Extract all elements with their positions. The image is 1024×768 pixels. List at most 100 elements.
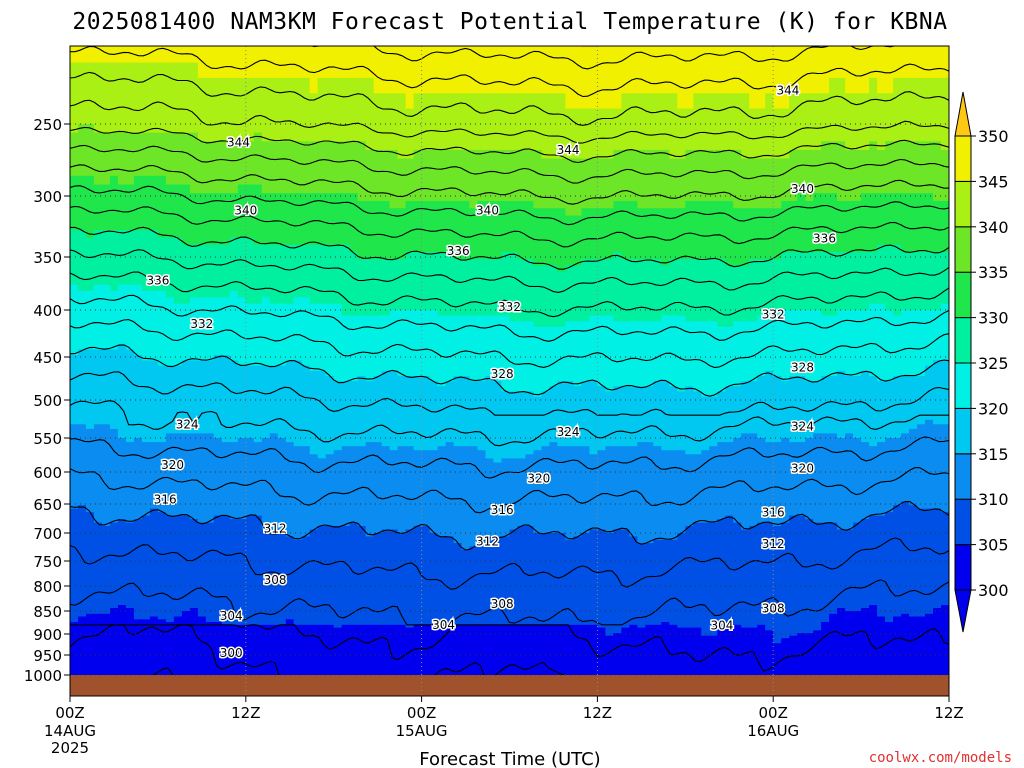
field-cell bbox=[237, 546, 247, 551]
field-cell bbox=[102, 424, 111, 430]
field-cell bbox=[197, 549, 207, 554]
field-cell bbox=[285, 375, 295, 382]
field-cell bbox=[86, 62, 95, 79]
field-cell bbox=[237, 543, 247, 548]
field-cell bbox=[245, 244, 255, 253]
field-cell bbox=[165, 640, 175, 644]
field-cell bbox=[341, 590, 351, 594]
field-cell bbox=[70, 360, 79, 367]
field-cell bbox=[253, 650, 263, 654]
field-cell bbox=[125, 660, 135, 664]
field-cell bbox=[245, 381, 255, 387]
field-cell bbox=[261, 381, 271, 387]
field-cell bbox=[349, 529, 359, 534]
field-cell bbox=[110, 396, 119, 403]
field-cell bbox=[301, 622, 311, 626]
field-cell bbox=[229, 508, 239, 513]
field-cell bbox=[133, 108, 143, 125]
field-cell bbox=[285, 605, 295, 609]
field-cell bbox=[261, 578, 271, 582]
field-cell bbox=[277, 508, 287, 513]
field-cell bbox=[277, 638, 287, 642]
field-cell bbox=[213, 501, 223, 506]
field-cell bbox=[110, 244, 119, 253]
field-cell bbox=[205, 355, 215, 361]
field-cell bbox=[269, 572, 279, 576]
field-cell bbox=[78, 265, 87, 273]
field-cell bbox=[293, 587, 303, 591]
field-cell bbox=[173, 419, 183, 425]
field-cell bbox=[293, 624, 303, 629]
field-cell bbox=[253, 486, 263, 491]
field-cell bbox=[157, 47, 167, 64]
field-cell bbox=[309, 575, 319, 579]
field-cell bbox=[125, 508, 135, 513]
field-cell bbox=[78, 663, 87, 666]
field-cell bbox=[301, 252, 311, 260]
field-cell bbox=[197, 391, 207, 398]
field-cell bbox=[125, 458, 135, 464]
field-cell bbox=[78, 559, 87, 564]
field-cell bbox=[117, 553, 127, 558]
field-cell bbox=[229, 132, 239, 142]
field-cell bbox=[277, 563, 287, 567]
field-cell bbox=[117, 593, 127, 597]
field-cell bbox=[70, 599, 79, 603]
field-cell bbox=[110, 193, 119, 202]
field-cell bbox=[110, 645, 119, 649]
field-cell bbox=[277, 47, 287, 64]
field-cell bbox=[261, 338, 271, 345]
field-cell bbox=[133, 572, 143, 576]
field-cell bbox=[78, 175, 87, 185]
field-cell bbox=[301, 93, 311, 110]
field-cell bbox=[349, 581, 359, 585]
field-cell bbox=[70, 581, 79, 585]
field-cell bbox=[285, 391, 295, 398]
field-cell bbox=[269, 271, 279, 279]
field-cell bbox=[301, 635, 311, 639]
field-cell bbox=[333, 175, 343, 185]
field-cell bbox=[285, 386, 295, 392]
field-cell bbox=[213, 602, 223, 606]
field-cell bbox=[189, 415, 199, 421]
field-cell bbox=[86, 529, 95, 534]
field-cell bbox=[349, 474, 359, 479]
field-cell bbox=[285, 200, 295, 209]
field-cell bbox=[102, 406, 111, 412]
field-cell bbox=[94, 575, 103, 579]
field-cell bbox=[301, 401, 311, 407]
field-cell bbox=[325, 672, 335, 676]
field-cell bbox=[221, 77, 231, 94]
field-cell bbox=[205, 458, 215, 464]
field-cell bbox=[309, 643, 319, 647]
field-cell bbox=[325, 396, 335, 403]
field-cell bbox=[102, 608, 111, 612]
field-cell bbox=[221, 596, 231, 600]
field-cell bbox=[157, 663, 167, 666]
field-cell bbox=[221, 522, 231, 527]
field-cell bbox=[333, 77, 343, 94]
field-cell bbox=[102, 141, 111, 151]
field-cell bbox=[78, 602, 87, 606]
field-cell bbox=[341, 265, 351, 273]
field-cell bbox=[341, 391, 351, 398]
field-cell bbox=[70, 563, 79, 567]
field-cell bbox=[149, 360, 159, 367]
field-cell bbox=[157, 349, 167, 356]
field-cell bbox=[237, 375, 247, 382]
field-cell bbox=[197, 93, 207, 110]
field-cell bbox=[78, 47, 87, 64]
field-cell bbox=[261, 315, 271, 322]
field-cell bbox=[221, 660, 231, 664]
field-cell bbox=[333, 46, 343, 48]
field-cell bbox=[245, 635, 255, 639]
field-cell bbox=[229, 640, 239, 644]
field-cell bbox=[341, 640, 351, 644]
field-cell bbox=[165, 406, 175, 412]
field-cell bbox=[173, 590, 183, 594]
field-cell bbox=[253, 478, 263, 483]
field-cell bbox=[149, 501, 159, 506]
field-cell bbox=[94, 572, 103, 576]
field-cell bbox=[189, 497, 199, 502]
field-cell bbox=[277, 290, 287, 298]
